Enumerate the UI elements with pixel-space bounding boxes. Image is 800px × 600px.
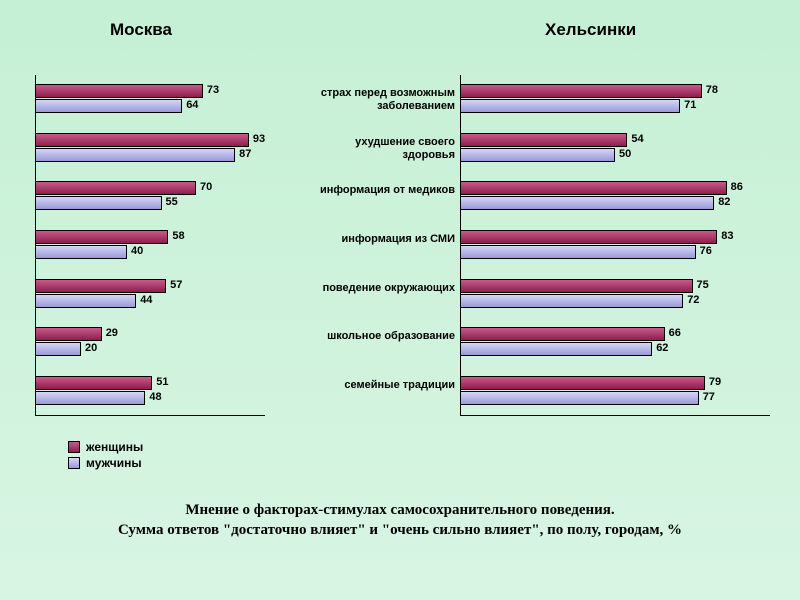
caption-line-2: Сумма ответов "достаточно влияет" и "оче… — [0, 520, 800, 540]
value-women: 66 — [669, 327, 681, 339]
moscow-x-axis — [35, 415, 265, 416]
legend-item-men: мужчины — [68, 456, 143, 470]
value-women: 70 — [200, 181, 212, 193]
legend-item-women: женщины — [68, 440, 143, 454]
chart-row: 5148 — [35, 366, 265, 415]
legend-swatch-men — [68, 457, 80, 469]
value-women: 79 — [709, 376, 721, 388]
bar-men — [35, 196, 162, 210]
bar-men — [460, 391, 699, 405]
bar-women — [460, 376, 705, 390]
value-women: 29 — [106, 327, 118, 339]
bar-men — [35, 294, 136, 308]
category-label: информация из СМИ — [300, 233, 455, 246]
category-label: информация от медиков — [300, 184, 455, 197]
legend-swatch-women — [68, 441, 80, 453]
bar-women — [460, 279, 693, 293]
helsinki-y-axis — [460, 75, 461, 415]
value-men: 71 — [684, 99, 696, 111]
value-men: 76 — [700, 245, 712, 257]
bar-men — [35, 245, 127, 259]
chart-row: 7977 — [460, 366, 770, 415]
value-women: 57 — [170, 279, 182, 291]
bar-women — [460, 84, 702, 98]
bar-women — [35, 133, 249, 147]
value-women: 83 — [721, 230, 733, 242]
moscow-title: Москва — [110, 20, 172, 40]
bar-women — [35, 84, 203, 98]
value-men: 40 — [131, 245, 143, 257]
bar-women — [35, 376, 152, 390]
value-women: 86 — [731, 181, 743, 193]
bar-women — [460, 133, 627, 147]
bar-men — [460, 196, 714, 210]
bar-men — [460, 294, 683, 308]
bar-women — [35, 181, 196, 195]
bar-men — [460, 342, 652, 356]
helsinki-title: Хельсинки — [545, 20, 636, 40]
value-men: 82 — [718, 196, 730, 208]
bar-men — [460, 245, 696, 259]
bar-women — [460, 230, 717, 244]
legend: женщины мужчины — [68, 440, 143, 472]
chart-row: 8682 — [460, 172, 770, 221]
chart-row: 78 71 — [460, 75, 770, 124]
chart-row: 9387 — [35, 124, 265, 173]
bar-women — [460, 181, 727, 195]
value-men: 72 — [687, 294, 699, 306]
chart-row: 6662 — [460, 318, 770, 367]
bar-men — [460, 148, 615, 162]
chart-row: 58 40 — [35, 221, 265, 270]
chart-row: 29 20 — [35, 318, 265, 367]
category-label: семейные традиции — [300, 379, 455, 392]
value-women: 75 — [697, 279, 709, 291]
bar-men — [35, 148, 235, 162]
value-men: 62 — [656, 342, 668, 354]
bar-men — [460, 99, 680, 113]
helsinki-x-axis — [460, 415, 770, 416]
value-men: 20 — [85, 342, 97, 354]
value-men: 44 — [140, 294, 152, 306]
legend-label-women: женщины — [86, 440, 143, 454]
category-label: поведение окружающих — [300, 282, 455, 295]
caption: Мнение о факторах-стимулах самосохраните… — [0, 500, 800, 541]
value-men: 87 — [239, 148, 251, 160]
bar-women — [35, 230, 168, 244]
category-label: страх перед возможным заболеванием — [300, 87, 455, 113]
category-label: школьное образование — [300, 330, 455, 343]
chart-row: 5450 — [460, 124, 770, 173]
value-women: 51 — [156, 376, 168, 388]
value-women: 58 — [172, 230, 184, 242]
bar-men — [35, 391, 145, 405]
moscow-y-axis — [35, 75, 36, 415]
chart-row: 83 76 — [460, 221, 770, 270]
caption-line-1: Мнение о факторах-стимулах самосохраните… — [0, 500, 800, 520]
value-men: 55 — [166, 196, 178, 208]
category-label: ухудшение своего здоровья — [300, 136, 455, 162]
bar-men — [35, 342, 81, 356]
chart-row: 70 55 — [35, 172, 265, 221]
value-women: 73 — [207, 84, 219, 96]
chart-row: 7572 — [460, 269, 770, 318]
value-men: 64 — [186, 99, 198, 111]
legend-label-men: мужчины — [86, 456, 142, 470]
value-women: 93 — [253, 133, 265, 145]
chart-row: 57 44 — [35, 269, 265, 318]
value-men: 77 — [703, 391, 715, 403]
helsinki-chart: 7871545086828376757266627977 — [460, 75, 770, 415]
bar-women — [35, 327, 102, 341]
bar-women — [460, 327, 665, 341]
chart-row: 73 64 — [35, 75, 265, 124]
value-men: 48 — [149, 391, 161, 403]
value-women: 78 — [706, 84, 718, 96]
moscow-chart: 7364938770555840574429205148 — [35, 75, 265, 415]
value-men: 50 — [619, 148, 631, 160]
bar-men — [35, 99, 182, 113]
value-women: 54 — [631, 133, 643, 145]
bar-women — [35, 279, 166, 293]
